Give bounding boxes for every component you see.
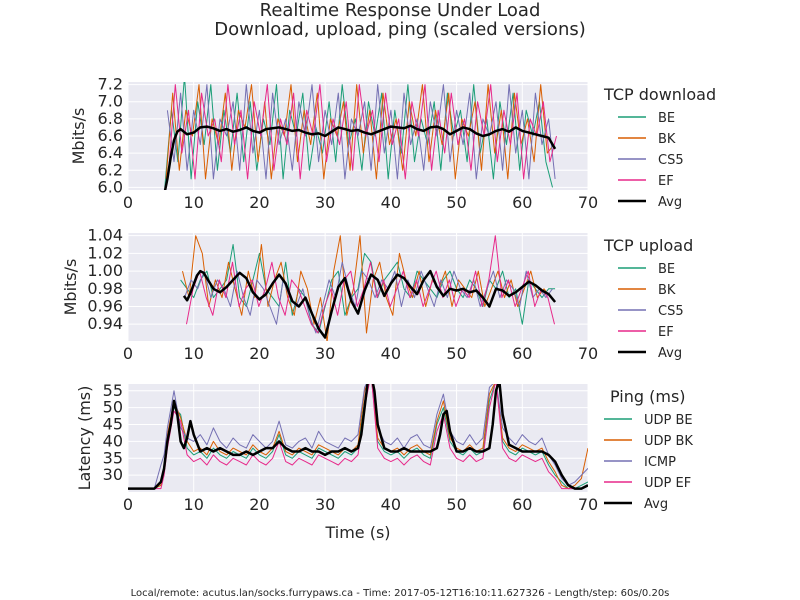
legend-label: UDP EF	[644, 476, 691, 491]
y-axis-label: Latency (ms)	[75, 386, 94, 491]
y-tick-label: 7.0	[98, 92, 123, 111]
x-tick-label: 30	[315, 344, 335, 363]
x-axis-label: Time (s)	[324, 523, 390, 542]
legend-label: Avg	[658, 195, 682, 210]
x-tick-label: 50	[446, 495, 466, 514]
y-tick-label: 35	[103, 448, 123, 467]
x-tick-label: 40	[381, 495, 401, 514]
x-tick-label: 40	[381, 193, 401, 212]
x-tick-label: 0	[123, 344, 133, 363]
chart-subtitle: Download, upload, ping (scaled versions)	[214, 19, 586, 40]
x-tick-label: 60	[512, 193, 532, 212]
legend-label: Avg	[658, 346, 682, 361]
series-line-icmp	[128, 384, 588, 490]
y-axis-label: Mbits/s	[69, 108, 88, 165]
legend-label: UDP BK	[644, 434, 693, 449]
legend-label: BK	[658, 283, 676, 298]
series-group-1	[180, 235, 557, 341]
series-group-0	[163, 82, 557, 190]
y-tick-label: 7.2	[98, 75, 123, 94]
series-line-cs5	[166, 84, 556, 180]
series-line-bk	[182, 235, 551, 341]
y-tick-label: 6.6	[98, 126, 123, 145]
legend-label: EF	[658, 325, 674, 340]
x-tick-label: 30	[315, 193, 335, 212]
legend-label: Avg	[644, 497, 668, 512]
y-tick-label: 0.96	[87, 296, 123, 315]
series-line-ef	[186, 235, 555, 334]
series-line-avg	[128, 384, 588, 490]
series-line-udp-ef	[128, 384, 588, 490]
x-tick-label: 10	[184, 193, 204, 212]
plot-area-2	[128, 384, 588, 492]
x-tick-label: 50	[446, 193, 466, 212]
series-line-ef	[168, 84, 557, 180]
y-axis-label: Mbits/s	[61, 259, 80, 316]
x-tick-label: 20	[249, 495, 269, 514]
x-tick-label: 0	[123, 193, 133, 212]
series-group-2	[128, 384, 588, 490]
x-tick-label: 0	[123, 495, 133, 514]
y-tick-label: 40	[103, 431, 123, 450]
x-tick-label: 50	[446, 344, 466, 363]
legend-label: CS5	[658, 304, 684, 319]
x-tick-label: 40	[381, 344, 401, 363]
series-line-avg	[182, 269, 557, 339]
x-tick-label: 70	[578, 344, 598, 363]
legend-label: CS5	[658, 153, 684, 168]
legend-label: UDP BE	[644, 413, 693, 428]
x-tick-label: 10	[184, 495, 204, 514]
x-tick-label: 10	[184, 344, 204, 363]
legend-label: BE	[658, 262, 675, 277]
y-tick-label: 50	[103, 398, 123, 417]
y-tick-label: 0.94	[87, 314, 123, 333]
legend-title: TCP download	[603, 85, 716, 104]
y-tick-label: 1.00	[87, 261, 123, 280]
y-tick-label: 6.8	[98, 109, 123, 128]
legend-label: BK	[658, 132, 676, 147]
legend-title: TCP upload	[603, 236, 693, 255]
y-tick-label: 6.4	[98, 143, 123, 162]
y-tick-label: 55	[103, 381, 123, 400]
legend-label: BE	[658, 111, 675, 126]
y-tick-label: 30	[103, 465, 123, 484]
y-tick-label: 0.98	[87, 279, 123, 298]
y-tick-label: 45	[103, 415, 123, 434]
x-tick-label: 70	[578, 495, 598, 514]
x-tick-label: 70	[578, 193, 598, 212]
y-tick-label: 1.04	[87, 226, 123, 245]
y-tick-label: 1.02	[87, 243, 123, 262]
legend-label: EF	[658, 174, 674, 189]
chart-title: Realtime Response Under Load	[259, 0, 541, 21]
x-tick-label: 20	[249, 344, 269, 363]
y-tick-label: 6.0	[98, 177, 123, 196]
series-line-avg	[163, 124, 557, 190]
chart-footer: Local/remote: acutus.lan/socks.furrypaws…	[130, 588, 670, 599]
x-tick-label: 30	[315, 495, 335, 514]
x-tick-label: 20	[249, 193, 269, 212]
y-tick-label: 6.2	[98, 160, 123, 179]
legend-label: ICMP	[644, 455, 676, 470]
x-tick-label: 60	[512, 495, 532, 514]
x-tick-label: 60	[512, 344, 532, 363]
legend-title: Ping (ms)	[610, 387, 686, 406]
